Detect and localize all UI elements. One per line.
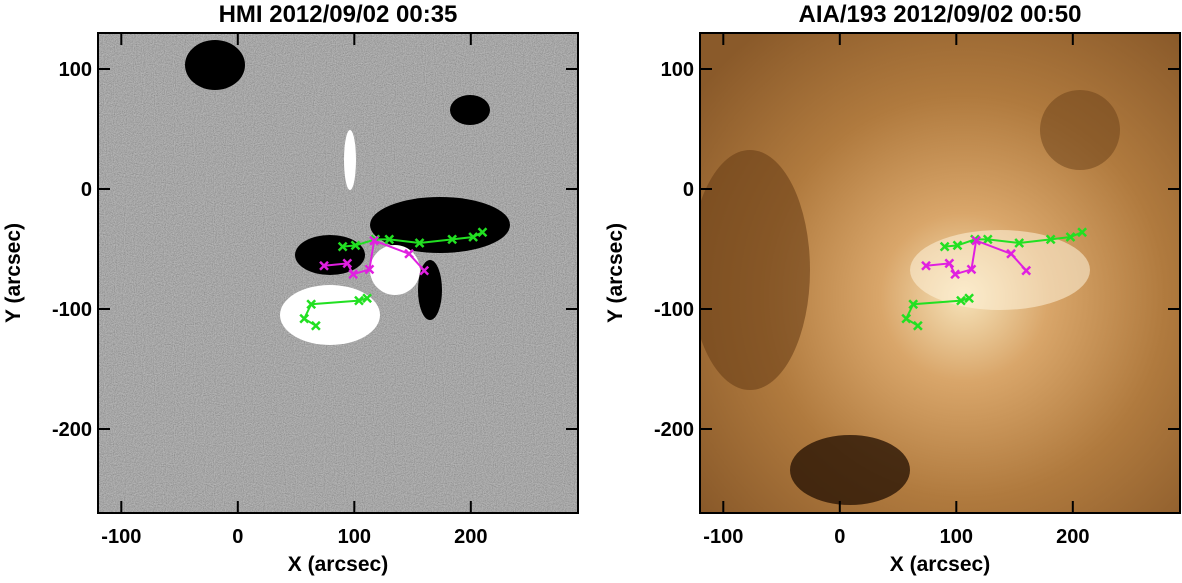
point-marker — [908, 299, 919, 310]
point-marker — [971, 235, 982, 246]
y-tick-label: -100 — [654, 299, 694, 321]
magnetogram-image — [98, 33, 578, 513]
y-tick-label: 0 — [683, 179, 694, 201]
y-tick-label: 100 — [59, 59, 92, 81]
point-marker — [369, 235, 380, 246]
point-marker — [950, 269, 961, 280]
point-marker — [414, 238, 425, 248]
point-marker — [384, 234, 395, 245]
chart-title: HMI 2012/09/02 00:35 — [219, 1, 458, 28]
point-marker — [1065, 232, 1076, 242]
x-tick-label: 100 — [940, 526, 973, 548]
y-axis-label: Y (arcsec) — [604, 223, 627, 323]
point-marker — [404, 248, 414, 259]
y-tick-label: 100 — [661, 59, 694, 81]
point-marker — [966, 264, 977, 275]
chart-title: AIA/193 2012/09/02 00:50 — [799, 1, 1082, 28]
point-marker — [921, 260, 931, 271]
point-marker — [337, 241, 348, 252]
point-marker — [310, 320, 321, 331]
point-marker — [939, 241, 950, 252]
point-marker — [912, 320, 923, 331]
point-marker — [1077, 227, 1088, 238]
y-tick-label: -200 — [52, 419, 92, 441]
point-marker — [342, 258, 353, 269]
x-tick-label: -100 — [101, 526, 141, 548]
point-marker — [944, 258, 955, 269]
point-marker — [1021, 265, 1032, 276]
plot-frame — [97, 32, 579, 514]
overlay — [299, 227, 488, 331]
x-tick-label: 0 — [232, 526, 243, 548]
point-marker — [447, 234, 458, 245]
point-marker — [952, 240, 963, 251]
point-marker — [1014, 238, 1025, 248]
point-marker — [348, 269, 359, 280]
x-tick-label: 200 — [454, 526, 487, 548]
point-marker — [362, 293, 373, 304]
overlay — [901, 227, 1088, 331]
x-tick-label: 0 — [834, 526, 845, 548]
point-marker — [306, 299, 317, 310]
point-marker — [419, 265, 430, 276]
point-marker — [477, 227, 488, 238]
point-marker — [1006, 248, 1016, 259]
y-tick-label: 0 — [81, 179, 92, 201]
point-marker — [350, 240, 361, 251]
x-tick-label: 200 — [1056, 526, 1089, 548]
x-axis-label: X (arcsec) — [288, 553, 388, 576]
point-marker — [319, 260, 329, 271]
x-tick-label: 100 — [338, 526, 371, 548]
point-marker — [956, 295, 966, 306]
contour-line — [342, 231, 483, 248]
point-marker — [299, 313, 310, 324]
euv-image — [700, 33, 1180, 513]
y-tick-label: -200 — [654, 419, 694, 441]
y-axis-label: Y (arcsec) — [2, 223, 25, 323]
point-marker — [364, 264, 375, 275]
x-tick-label: -100 — [703, 526, 743, 548]
point-marker — [901, 313, 912, 324]
point-marker — [468, 232, 479, 242]
x-axis-label: X (arcsec) — [890, 553, 990, 576]
plot-frame — [699, 32, 1181, 514]
y-tick-label: -100 — [52, 299, 92, 321]
point-marker — [964, 293, 975, 304]
point-marker — [982, 234, 993, 245]
point-marker — [354, 295, 364, 306]
contour-line — [944, 231, 1083, 248]
point-marker — [1045, 234, 1056, 245]
